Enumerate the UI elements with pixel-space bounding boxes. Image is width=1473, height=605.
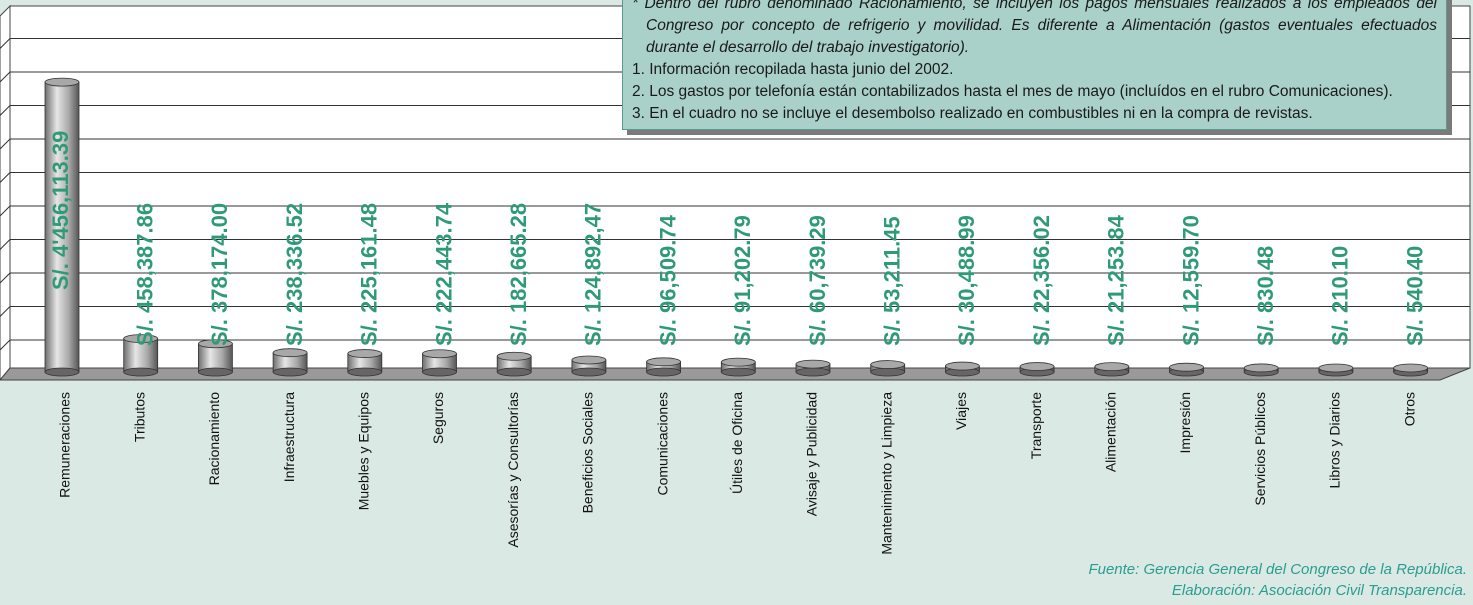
value-label: S/. 124,892,47 [581,203,606,346]
wall-line [0,205,11,217]
value-label: S/. 96,509.74 [655,214,680,346]
bar-bottom [347,367,383,377]
bar-bottom [422,367,457,377]
bar-top [795,359,831,369]
x-tick-label: Seguros [430,392,446,444]
wall-line [0,38,11,49]
x-tick-label: Racionamiento [206,392,222,486]
note-box: * Dentro del rubro denominado Racionamie… [622,0,1447,130]
bar-top [197,339,233,349]
wall-line [0,105,11,116]
x-tick-label: Comunicaciones [654,392,670,496]
wall-line [0,339,11,351]
value-label: S/. 210.10 [1328,246,1353,346]
bar-top [945,361,980,371]
bar-top [870,360,906,369]
bar-top [44,77,80,87]
bar-bottom [272,367,308,377]
wall-line [0,138,11,150]
bar-top [123,334,159,343]
note-item: 2. Los gastos por telefonía están contab… [632,83,1393,100]
bar-top [1393,363,1428,373]
bar [123,338,159,373]
value-label: S/. 378,174.00 [207,203,232,346]
wall-line [0,272,11,284]
wall-line [0,71,11,83]
x-tick-label: Asesorías y Consultorías [505,392,521,548]
credit: Elaboración: Asociación Civil Transparen… [1171,582,1467,599]
bar-top [347,349,383,358]
bar-top [1318,363,1354,373]
x-tick-label: Otros [1401,392,1417,426]
bar-top [496,351,532,361]
value-label: S/. 22,356.02 [1029,215,1054,346]
value-label: S/. 4'456,113.39 [48,131,73,290]
bar-bottom [870,367,906,377]
bar-top [1243,363,1279,373]
x-tick-label: Tributos [131,392,147,442]
wall-line [0,172,11,183]
x-tick-label: Viajes [953,392,969,430]
x-tick-label: Alimentación [1103,392,1119,472]
wall-line [0,239,11,250]
bar-top [1019,362,1055,371]
value-label: S/. 30,488.99 [954,215,979,346]
bar-bottom [123,367,159,377]
value-label: S/. 540.40 [1402,246,1427,346]
bar-top [1169,362,1204,372]
bar-top [646,357,681,367]
value-label: S/. 238,336.52 [282,203,307,346]
bar-bottom [795,367,831,377]
value-label: S/. 53,211.45 [880,216,905,346]
x-tick-label: Beneficios Sociales [580,392,596,513]
bar-top [720,357,756,367]
x-tick-label: Muebles y Equipos [356,392,372,510]
value-label: S/. 830.48 [1253,246,1278,346]
bar-top [272,348,308,358]
bar-bottom [44,367,80,377]
bar-bottom [720,367,756,377]
bar-bottom [571,367,607,377]
value-label: S/. 91,202.79 [730,215,755,346]
value-label: S/. 182,665.28 [506,203,531,346]
note-item: 1. Información recopilada hasta junio de… [632,61,954,78]
bar-bottom [197,367,233,377]
x-tick-label: Servicios Públicos [1252,392,1268,506]
bar-top [422,349,457,359]
bar-bottom [646,367,681,377]
value-label: S/. 458,387.86 [133,203,158,346]
value-label: S/. 21,253.84 [1104,214,1129,346]
bar-top [571,355,607,365]
wall-line [0,306,11,317]
value-label: S/. 222,443.74 [431,202,456,346]
value-label: S/. 60,739.29 [805,215,830,346]
bar-top [1094,362,1130,372]
x-tick-label: Mantenimiento y Limpieza [878,392,894,555]
x-tick-label: Transporte [1028,392,1044,459]
source: Fuente: Gerencia General del Congreso de… [1088,561,1467,578]
x-tick-label: Remuneraciones [57,392,73,498]
note-asterisk: * Dentro del rubro denominado Racionamie… [632,0,1437,56]
x-tick-label: Libros y Diarios [1327,392,1343,488]
side-wall [0,4,11,381]
bar-bottom [496,367,532,377]
value-label: S/. 12,559.70 [1178,215,1203,346]
x-tick-label: Útiles de Oficina [729,392,745,494]
x-tick-label: Avisaje y Publicidad [804,392,820,516]
value-label: S/. 225,161.48 [357,203,382,346]
note-item: 3. En el cuadro no se incluye el desembo… [632,105,1313,122]
x-tick-label: Infraestructura [281,392,297,482]
x-tick-label: Impresión [1177,392,1193,453]
